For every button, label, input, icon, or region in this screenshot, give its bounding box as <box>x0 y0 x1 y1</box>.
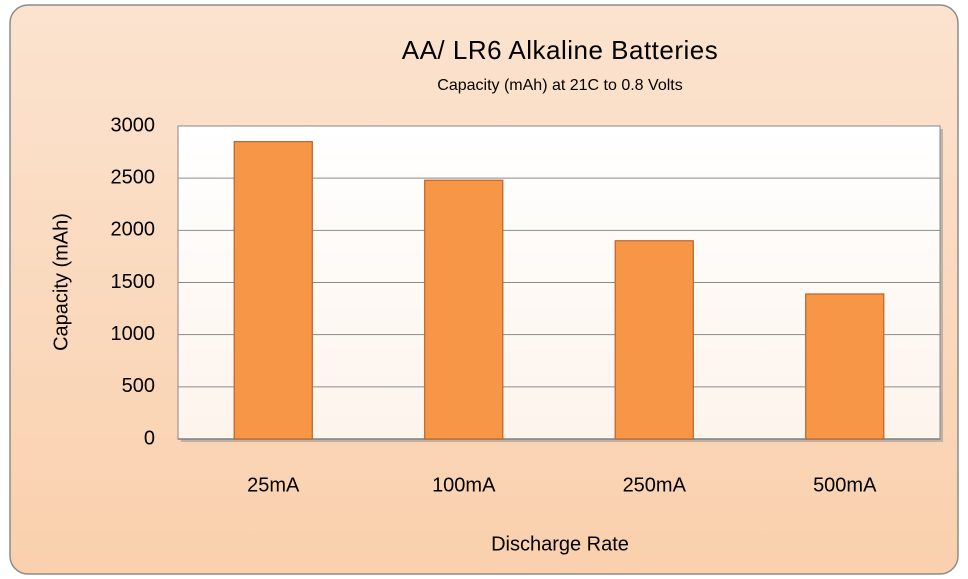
chart-subtitle: Capacity (mAh) at 21C to 0.8 Volts <box>437 77 682 94</box>
y-axis-title: Capacity (mAh) <box>50 213 72 351</box>
y-tick-label: 2500 <box>111 166 156 188</box>
bar <box>233 141 313 440</box>
y-tick-label: 1500 <box>111 271 156 293</box>
y-tick-label: 2000 <box>111 219 156 241</box>
bar <box>614 240 694 440</box>
chart-title: AA/ LR6 Alkaline Batteries <box>402 35 719 65</box>
x-tick-label: 250mA <box>623 474 687 496</box>
x-tick-label: 500mA <box>813 474 877 496</box>
x-tick-label: 25mA <box>247 474 300 496</box>
x-tick-label: 100mA <box>432 474 496 496</box>
bar <box>805 293 885 440</box>
bar <box>424 179 504 440</box>
y-tick-label: 1000 <box>111 323 156 345</box>
y-tick-label: 500 <box>122 375 155 397</box>
y-tick-label: 3000 <box>111 114 156 136</box>
x-axis-title: Discharge Rate <box>491 533 629 555</box>
y-tick-label: 0 <box>144 427 155 449</box>
